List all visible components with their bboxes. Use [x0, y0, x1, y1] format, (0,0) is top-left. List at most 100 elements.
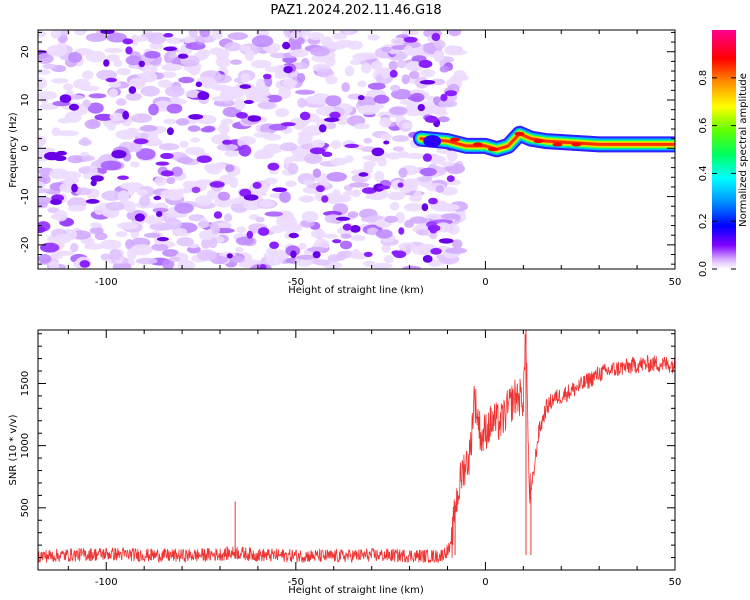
- spectrogram-signal-layer: [413, 125, 675, 158]
- spectrogram-cell: [174, 202, 194, 214]
- spectrogram-cell-strong: [235, 112, 248, 119]
- spectrogram-cell: [239, 45, 251, 52]
- spectrogram-cell: [191, 186, 201, 194]
- spectrogram-cell: [125, 55, 142, 66]
- spectrogram-cell: [144, 50, 161, 59]
- spectrogram-cell: [215, 56, 231, 68]
- spectrogram-cell: [125, 201, 136, 213]
- spectrogram-cell-strong: [153, 195, 162, 201]
- spectrogram-cell: [38, 196, 53, 205]
- spectrogram-cell-strong: [318, 124, 327, 133]
- spectrogram-cell-strong: [446, 175, 455, 183]
- spectrogram-cell: [166, 103, 183, 114]
- spectrogram-cell-strong: [125, 46, 133, 55]
- spectrogram-cell: [148, 103, 159, 116]
- spectrogram-cell: [409, 195, 421, 202]
- spectrogram-cell: [82, 99, 91, 108]
- spectrogram-cell-strong: [377, 185, 391, 190]
- spectrogram-cell: [314, 189, 324, 202]
- spectrogram-cell: [81, 155, 95, 162]
- spectrogram-cell: [38, 136, 45, 148]
- spectrogram-cell: [70, 242, 79, 253]
- spectrogram-cell-strong: [342, 223, 352, 231]
- spectrogram-cell: [126, 247, 138, 260]
- spectrogram-cell-strong: [50, 199, 62, 205]
- spectrogram-cell-strong: [105, 77, 118, 83]
- spectrogram-cell-strong: [138, 60, 145, 67]
- spectrogram-cell: [185, 89, 201, 98]
- spectrogram-cell: [389, 201, 400, 211]
- spectrogram-cell-strong: [122, 110, 130, 120]
- spectrogram-cell: [179, 140, 189, 148]
- signal-peak-3: [514, 131, 525, 136]
- spectrogram-panel: -100 -50 0 50 20 10 0 -10 -20 Height of straight…: [8, 29, 682, 296]
- spectrogram-cell-strong: [438, 238, 454, 244]
- spectrogram-cell: [339, 240, 353, 250]
- spectrogram-cell: [230, 59, 242, 65]
- spectrogram-cell-strong: [417, 104, 425, 112]
- spectrogram-cell: [351, 235, 366, 241]
- spectrogram-cell: [453, 70, 467, 80]
- spectrogram-cell: [363, 137, 373, 144]
- spectrogram-cell: [398, 242, 417, 251]
- spectrogram-cell: [227, 32, 248, 40]
- spectrogram-cell: [104, 47, 123, 54]
- spectrogram-cell: [280, 142, 298, 152]
- spectrogram-cell-strong: [247, 115, 262, 122]
- spectrogram-cell: [229, 256, 245, 263]
- spectrogram-cell: [108, 81, 122, 88]
- spectrogram-cell-strong: [226, 253, 233, 259]
- signal-peak-4: [533, 139, 544, 144]
- spectrogram-cell: [94, 113, 114, 121]
- spectrogram-cell: [168, 51, 177, 59]
- spectrogram-cell: [235, 246, 244, 253]
- spectrogram-cell-strong: [213, 211, 223, 219]
- snr-ylabel: SNR (10 * v/v): [8, 414, 19, 485]
- spectrogram-cell-strong: [195, 81, 203, 88]
- spectrogram-cell: [168, 190, 184, 201]
- colorbar-gradient: [712, 30, 736, 269]
- spectrogram-cell: [258, 150, 274, 159]
- spectrogram-cell: [303, 179, 315, 185]
- colorbar: 0.0 0.2 0.4 0.6 0.8 Normalized spectral ampl…: [698, 30, 749, 277]
- spectrogram-cell-strong: [122, 38, 134, 45]
- x-tick-label: 50: [669, 577, 682, 588]
- spectrogram-cell: [330, 157, 348, 166]
- spectrogram-cell: [448, 30, 462, 37]
- spectrogram-cell: [399, 99, 416, 105]
- spectrogram-cell: [304, 153, 323, 164]
- spectrogram-cell: [264, 66, 285, 73]
- spectrogram-cell: [438, 203, 460, 212]
- spectrogram-cell: [313, 93, 325, 100]
- colorbar-label: Normalized spectral amplitude: [738, 73, 749, 227]
- spectrogram-cell: [361, 62, 372, 74]
- spectrogram-cell: [381, 46, 392, 53]
- spectrogram-cell: [130, 34, 139, 46]
- spectrogram-cell: [218, 122, 230, 135]
- x-tick-label: 50: [669, 277, 682, 288]
- spectrogram-cell-strong: [90, 180, 97, 187]
- spectrogram-cell-strong: [335, 216, 351, 221]
- spectrogram-cell-strong: [444, 90, 458, 97]
- spectrogram-cell: [224, 164, 235, 173]
- x-tick-label: -50: [288, 577, 304, 588]
- spectrogram-cell: [149, 42, 164, 50]
- spectrogram-cell: [125, 92, 142, 101]
- spectrogram-cell: [169, 96, 181, 104]
- spectrogram-cell-strong: [418, 59, 433, 69]
- spectrogram-cell: [298, 195, 315, 203]
- spectrogram-cell: [87, 102, 104, 114]
- spectrogram-cell: [374, 170, 385, 183]
- spectrogram-cell: [38, 181, 46, 189]
- spectrogram-cell: [277, 87, 292, 99]
- spectrogram-cell: [171, 166, 183, 177]
- spectrogram-cell: [224, 213, 233, 222]
- spectrogram-cell: [404, 219, 414, 228]
- spectrogram-cell: [430, 156, 446, 165]
- spectrogram-cell-strong: [440, 93, 448, 102]
- spectrogram-cell-strong: [117, 175, 129, 180]
- spectrogram-cell: [342, 190, 362, 196]
- spectrogram-cell: [365, 194, 387, 200]
- spectrogram-cell-strong: [419, 80, 436, 85]
- spectrogram-cell: [140, 133, 150, 139]
